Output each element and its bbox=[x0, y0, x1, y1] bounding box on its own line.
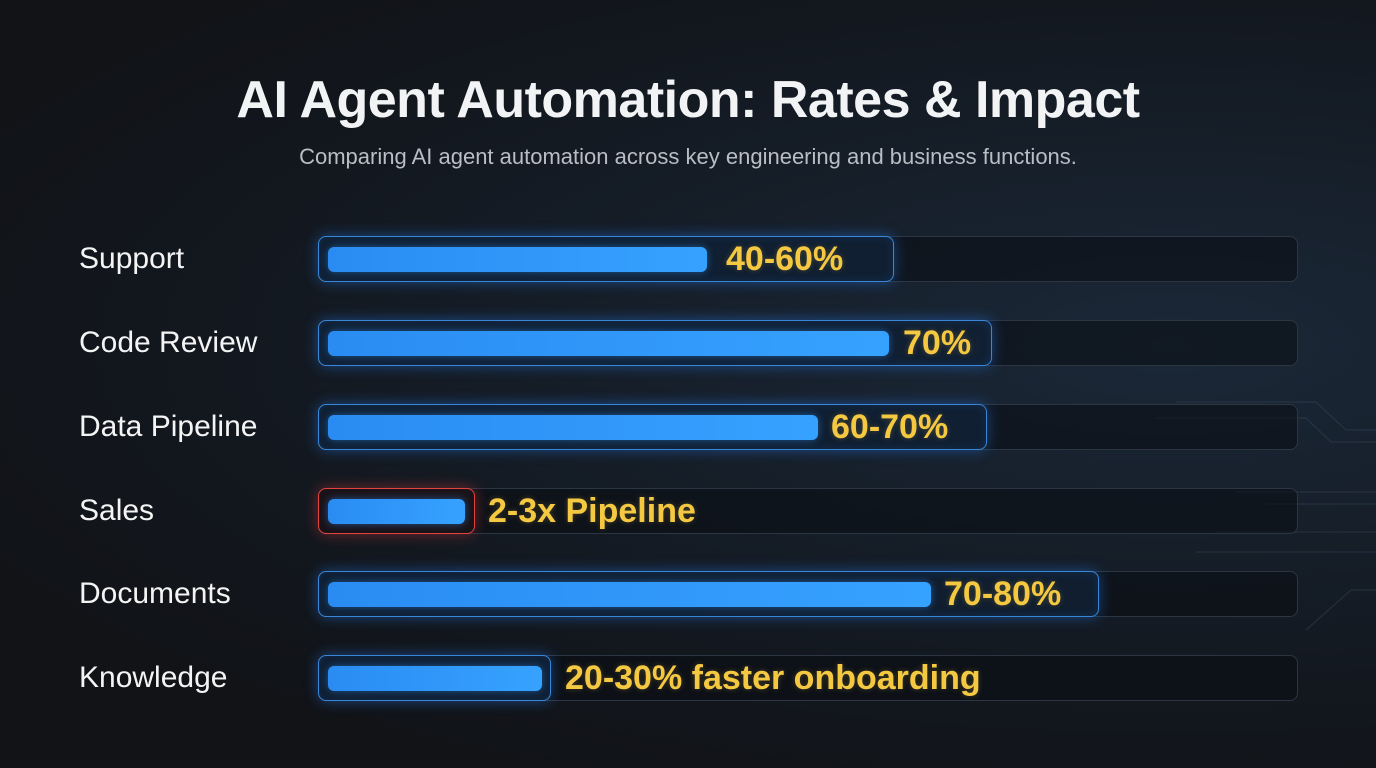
bar-value: 2-3x Pipeline bbox=[488, 492, 696, 530]
bar-fill bbox=[328, 582, 931, 607]
bar-fill bbox=[328, 415, 818, 440]
row-label: Data Pipeline bbox=[79, 410, 258, 443]
row-label: Knowledge bbox=[79, 661, 228, 694]
chart-title: AI Agent Automation: Rates & Impact bbox=[236, 71, 1140, 129]
bar-value: 40-60% bbox=[726, 240, 844, 278]
chart-subtitle: Comparing AI agent automation across key… bbox=[299, 144, 1077, 169]
bar-row-code-review: Code Review 70% bbox=[0, 320, 1376, 366]
bar-value: 20-30% faster onboarding bbox=[565, 659, 981, 697]
bar-value: 70-80% bbox=[944, 575, 1062, 613]
bar-value: 70% bbox=[903, 324, 972, 362]
row-label: Sales bbox=[79, 494, 155, 527]
bar-row-sales: Sales 2-3x Pipeline bbox=[0, 488, 1376, 534]
bar-row-support: Support 40-60% bbox=[0, 236, 1376, 282]
bar-fill bbox=[328, 247, 707, 272]
bar-fill bbox=[328, 331, 889, 356]
bar-row-documents: Documents 70-80% bbox=[0, 571, 1376, 617]
bar-track bbox=[318, 488, 1298, 534]
row-label: Code Review bbox=[79, 326, 258, 359]
bar-fill bbox=[328, 666, 542, 691]
bar-value: 60-70% bbox=[831, 408, 949, 446]
bar-row-data-pipeline: Data Pipeline 60-70% bbox=[0, 404, 1376, 450]
bar-row-knowledge: Knowledge 20-30% faster onboarding bbox=[0, 655, 1376, 701]
row-label: Support bbox=[79, 242, 185, 275]
bar-fill bbox=[328, 499, 465, 524]
row-label: Documents bbox=[79, 577, 231, 610]
